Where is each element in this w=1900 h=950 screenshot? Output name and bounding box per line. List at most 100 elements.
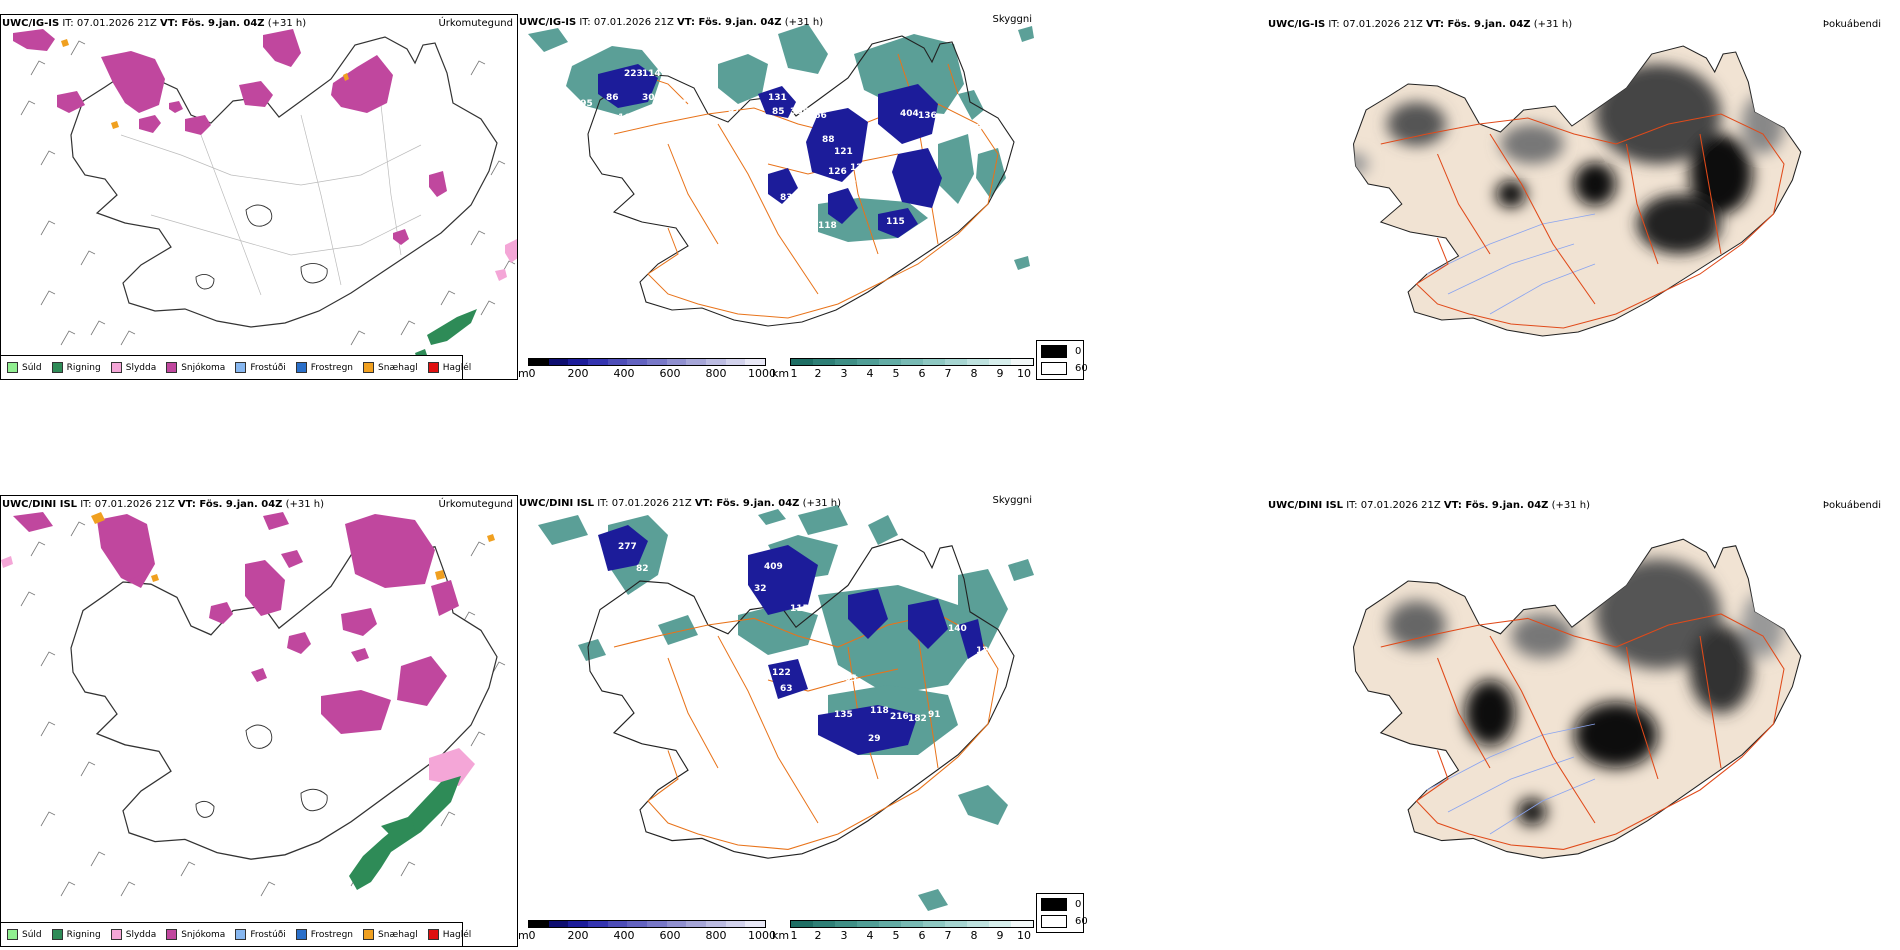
visibility-tick: 2 (814, 367, 822, 380)
sleet-areas (495, 239, 517, 281)
legend-item: Slydda (110, 929, 156, 940)
cloud-base-label: 118 (870, 706, 889, 716)
panel-title: UWC/DINI ISL IT: 07.01.2026 21Z VT: Fös.… (2, 499, 325, 510)
legend-item: Haglél (427, 929, 471, 940)
visibility-color-step (923, 359, 945, 365)
cloud-base-label: 126 (828, 167, 847, 177)
cloud-base-label: 136 (918, 111, 937, 121)
visibility-tick: 3 (840, 929, 848, 942)
fog-map (1352, 45, 1802, 337)
visibility-color-step (901, 921, 923, 927)
ceiling-color-step (529, 921, 549, 927)
ceiling-color-step (548, 359, 569, 365)
visibility-color-step (989, 921, 1011, 927)
ceiling-color-step (588, 921, 608, 927)
visibility-tick: 6 (918, 367, 926, 380)
cloud-base-label: 304 (642, 93, 661, 103)
fog-legend-item: 60 (1041, 915, 1088, 928)
visibility-color-step (1011, 359, 1033, 365)
visibility-tick: 1 (790, 929, 798, 942)
legend-item: Haglél (427, 362, 471, 373)
visibility-tick: 9 (996, 929, 1004, 942)
ceiling-colorbar (528, 920, 766, 928)
cloud-base-label: 365 (790, 107, 809, 117)
cloud-base-label: 115 (790, 604, 809, 614)
ceiling-color-step (607, 359, 628, 365)
visibility-map: 223 114 795 86 304 213 168 307 57 131 85 365 266 88 12… (528, 24, 1034, 327)
visibility-colorbar (790, 920, 1034, 928)
legend-item: Frostregn (295, 362, 353, 373)
visibility-color-step (857, 921, 879, 927)
cloud-base-label: 266 (808, 111, 827, 121)
visibility-tick: 4 (866, 367, 874, 380)
visibility-color-step (813, 359, 835, 365)
cloud-base-label: 140 (948, 624, 967, 634)
visibility-color-step (901, 359, 923, 365)
ceiling-tick: 400 (613, 929, 635, 942)
cloud-base-label: 12 (976, 646, 989, 656)
ceiling-tick: 600 (659, 929, 681, 942)
ceiling-tick: 1000 (748, 367, 776, 380)
ceiling-color-step (706, 921, 726, 927)
legend-swatch (295, 362, 307, 373)
fog-swatch-0 (1041, 898, 1067, 911)
cloud-base-label: 213 (668, 99, 687, 109)
visibility-tick: 10 (1017, 929, 1031, 942)
cloud-base-label: 861 (622, 606, 641, 616)
legend-item: Snjókoma (166, 362, 225, 373)
ceiling-scale: m 0 200 400 600 800 1000 (518, 358, 778, 380)
ceiling-color-step (745, 921, 766, 927)
cloud-base-label: 135 (834, 710, 853, 720)
visibility-tick: 2 (814, 929, 822, 942)
cloud-base-label: 94 (818, 187, 831, 197)
cloud-base-label: 82 (636, 564, 649, 574)
cloud-base-labels: 223 114 795 86 304 213 168 307 57 131 85 365 266 88 12… (574, 69, 983, 231)
legend-swatch (295, 929, 307, 940)
cloud-base-label: 124 (844, 179, 863, 189)
ceiling-color-step (686, 359, 707, 365)
legend-item: Snæhagl (363, 929, 418, 940)
ceiling-color-step (627, 359, 648, 365)
ceiling-color-step (686, 921, 707, 927)
panel-title: UWC/DINI ISL IT: 07.01.2026 21Z VT: Fös.… (1268, 500, 1591, 511)
ceiling-color-step (607, 921, 628, 927)
precip-type-panel-igis: UWC/IG-IS IT: 07.01.2026 21Z VT: Fös. 9.… (0, 14, 518, 380)
cloud-base-label: 29 (868, 734, 881, 744)
fog-legend-item: 60 (1041, 362, 1088, 375)
visibility-tick: 6 (918, 929, 926, 942)
ceiling-color-step (666, 921, 687, 927)
ceiling-color-step (647, 921, 667, 927)
visibility-color-step (945, 359, 967, 365)
fog-legend: 0 60 (1036, 893, 1088, 933)
fog-legend: 0 60 (1036, 340, 1088, 380)
ceiling-color-step (647, 359, 667, 365)
fog-swatch-60 (1041, 915, 1067, 928)
cloud-base-label: 409 (764, 562, 783, 572)
legend-swatch (51, 362, 63, 373)
visibility-color-step (791, 359, 813, 365)
visibility-unit: km (772, 367, 790, 380)
precip-map (1, 512, 506, 897)
legend-swatch (7, 362, 18, 373)
visibility-color-step (879, 359, 901, 365)
cloud-base-label: 216 (890, 712, 909, 722)
cloud-base-label: 91 (928, 710, 941, 720)
legend-swatch (51, 929, 63, 940)
visibility-colorbar (790, 358, 1034, 366)
ceiling-color-step (568, 921, 589, 927)
cloud-base-label: 53 (970, 123, 983, 133)
legend-swatch (110, 929, 122, 940)
cloud-base-label: 43 (750, 656, 763, 666)
ceiling-tick: 1000 (748, 929, 776, 942)
visibility-color-step (813, 921, 835, 927)
visibility-panel-dini: UWC/DINI ISL IT: 07.01.2026 21Z VT: Fös.… (518, 495, 1036, 947)
cloud-base-label: 85 (772, 107, 785, 117)
ceiling-color-step (666, 359, 687, 365)
fog-indicator-panel-igis: UWC/IG-IS IT: 07.01.2026 21Z VT: Fös. 9.… (1036, 14, 1900, 380)
ceiling-color-step (745, 359, 766, 365)
ceiling-color-step (529, 359, 549, 365)
cloud-base-label: 124 (850, 163, 869, 173)
legend-swatch (427, 929, 439, 940)
visibility-color-step (967, 921, 989, 927)
